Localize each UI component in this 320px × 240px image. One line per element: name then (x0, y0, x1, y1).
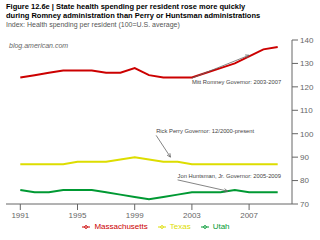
svg-text:140: 140 (300, 36, 312, 45)
html-text:Utah: Utah (212, 222, 230, 231)
svg-text:1999: 1999 (126, 211, 144, 220)
svg-text:70: 70 (300, 200, 309, 209)
svg-text:110: 110 (300, 106, 312, 115)
svg-text:120: 120 (300, 83, 312, 92)
svg-text:90: 90 (300, 153, 309, 162)
svg-text:1991: 1991 (11, 211, 29, 220)
html-text:Figure 12.6e | State health sp: Figure 12.6e | State health spending per… (6, 2, 246, 11)
svg-text:Mitt Romney Governor: 2003-200: Mitt Romney Governor: 2003-2007 (192, 79, 281, 85)
html-text:Texas: Texas (169, 222, 191, 231)
html-text:blog.american.com: blog.american.com (9, 42, 69, 49)
html-text:during Romney administration t: during Romney administration than Perry … (6, 11, 261, 20)
svg-text:Jon Huntsman, Jr. Governor: 20: Jon Huntsman, Jr. Governor: 2005-2009 (178, 173, 281, 179)
svg-text:130: 130 (300, 59, 312, 68)
svg-text:1995: 1995 (69, 211, 87, 220)
html-text:Index: Health spending per res: Index: Health spending per resident (100… (6, 21, 180, 28)
svg-text:100: 100 (300, 130, 312, 139)
html-text:Massachusetts: Massachusetts (94, 222, 148, 231)
svg-text:80: 80 (300, 176, 309, 185)
svg-text:2007: 2007 (240, 211, 258, 220)
svg-text:Rick Perry Governor: 12/2000-p: Rick Perry Governor: 12/2000-present (156, 128, 254, 134)
svg-text:2003: 2003 (183, 211, 201, 220)
